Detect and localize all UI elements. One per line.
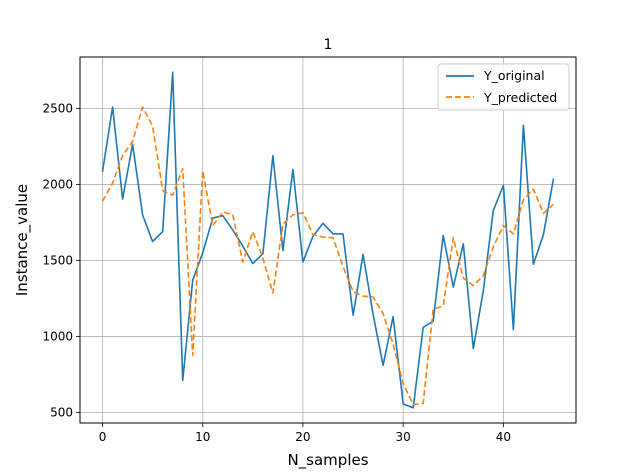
y-tick-label: 1500	[42, 254, 73, 268]
x-tick-label: 20	[295, 430, 310, 444]
series-line-y-predicted	[101, 106, 555, 406]
x-tick-label: 30	[396, 430, 411, 444]
y-axis-ticks: 500 1000 1500 2000 2500	[42, 102, 80, 419]
x-tick-label: 10	[195, 430, 210, 444]
x-axis-label: N_samples	[287, 451, 368, 470]
plot-lines	[101, 71, 555, 409]
legend: Y_original Y_predicted	[437, 63, 570, 111]
series-line-y-original	[101, 71, 555, 409]
y-tick-label: 500	[50, 405, 73, 419]
y-axis-label: Instance_value	[13, 184, 32, 296]
x-axis-ticks: 0 10 20 30 40	[99, 423, 511, 444]
x-tick-label: 0	[99, 430, 107, 444]
legend-label-predicted: Y_predicted	[483, 90, 557, 105]
y-tick-label: 2000	[42, 178, 73, 192]
x-tick-label: 40	[496, 430, 511, 444]
plot-frame	[79, 56, 577, 424]
y-tick-label: 2500	[42, 102, 73, 116]
y-tick-label: 1000	[42, 329, 73, 343]
legend-label-original: Y_original	[483, 68, 545, 83]
chart-title: 1	[324, 37, 333, 53]
